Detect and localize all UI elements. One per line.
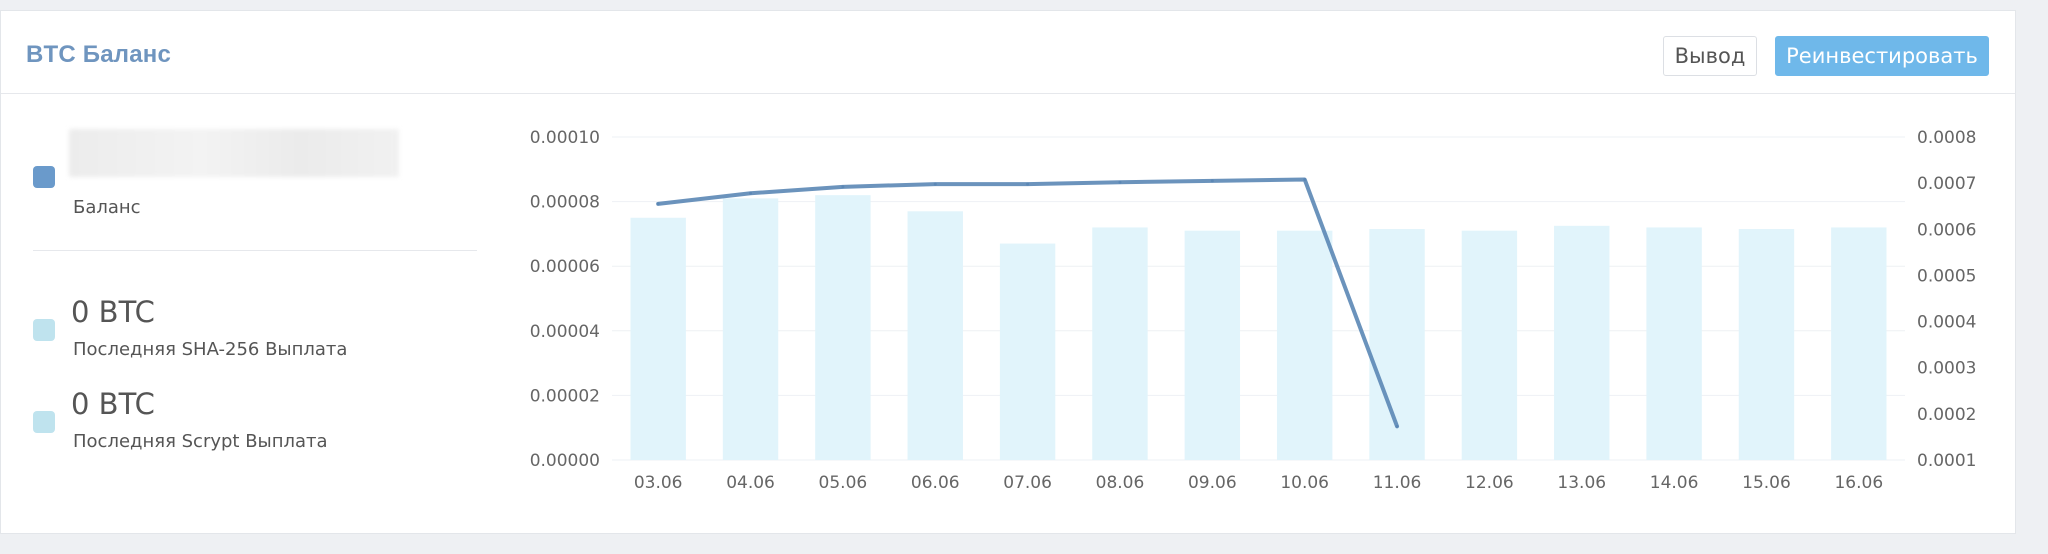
y-left-tick-label: 0.00010 [530, 128, 600, 148]
x-tick-label: 15.06 [1742, 473, 1791, 493]
x-tick-label: 03.06 [634, 473, 683, 493]
balance-legend-swatch [33, 166, 55, 188]
x-tick-label: 14.06 [1650, 473, 1699, 493]
line-point [1395, 424, 1399, 428]
y-left-tick-label: 0.00004 [530, 322, 600, 342]
line-point [933, 182, 937, 186]
panel-header: BTC Баланс Вывод Реинвестировать [1, 11, 2015, 94]
chart-bar [1184, 230, 1241, 460]
line-point [1026, 182, 1030, 186]
y-right-tick-label: 0.0004 [1917, 313, 1976, 333]
sha256-label: Последняя SHA-256 Выплата [73, 339, 348, 360]
chart-bar [1738, 229, 1795, 460]
x-tick-label: 12.06 [1465, 473, 1514, 493]
chart-bar [999, 243, 1056, 460]
balance-value-redacted [69, 129, 399, 177]
y-right-tick-label: 0.0001 [1917, 451, 1976, 471]
scrypt-legend-swatch [33, 411, 55, 433]
y-left-tick-label: 0.00008 [530, 193, 600, 213]
y-left-tick-label: 0.00002 [530, 386, 600, 406]
sha256-legend-swatch [33, 319, 55, 341]
line-point [656, 202, 660, 206]
chart-bar [630, 217, 686, 460]
line-point [1210, 179, 1214, 183]
y-right-tick-label: 0.0005 [1917, 266, 1976, 286]
x-tick-label: 11.06 [1373, 473, 1422, 493]
balance-label: Баланс [73, 197, 141, 218]
x-tick-label: 06.06 [911, 473, 960, 493]
chart-bar [1092, 227, 1148, 460]
chart-bar [1831, 227, 1887, 460]
y-left-tick-label: 0.00006 [530, 257, 600, 277]
chart-bar [722, 198, 779, 460]
y-right-tick-label: 0.0006 [1917, 220, 1976, 240]
x-tick-label: 16.06 [1834, 473, 1883, 493]
y-right-tick-label: 0.0002 [1917, 405, 1976, 425]
stats-divider [33, 250, 477, 251]
x-tick-label: 04.06 [726, 473, 775, 493]
line-point [1303, 177, 1307, 181]
y-right-tick-label: 0.0008 [1917, 128, 1976, 148]
chart-bar [1554, 225, 1610, 460]
x-tick-label: 05.06 [819, 473, 868, 493]
x-tick-label: 10.06 [1280, 473, 1329, 493]
chart-bar [1276, 230, 1333, 460]
y-right-tick-label: 0.0007 [1917, 174, 1976, 194]
scrypt-value: 0 BTC [71, 387, 155, 421]
x-tick-label: 09.06 [1188, 473, 1237, 493]
chart-bar [907, 211, 963, 460]
chart-bar [815, 195, 871, 460]
x-tick-label: 08.06 [1096, 473, 1145, 493]
reinvest-button[interactable]: Реинвестировать [1775, 36, 1989, 76]
x-tick-label: 13.06 [1557, 473, 1606, 493]
chart-bar [1461, 230, 1518, 460]
line-point [749, 191, 753, 195]
chart-bar [1646, 227, 1702, 460]
withdraw-button[interactable]: Вывод [1663, 36, 1757, 76]
sha256-value: 0 BTC [71, 295, 155, 329]
line-point [1118, 180, 1122, 184]
y-right-tick-label: 0.0003 [1917, 359, 1976, 379]
scrypt-label: Последняя Scrypt Выплата [73, 431, 328, 452]
y-left-tick-label: 0.00000 [530, 451, 600, 471]
line-point [841, 185, 845, 189]
x-tick-label: 07.06 [1003, 473, 1052, 493]
panel-title: BTC Баланс [26, 41, 172, 68]
